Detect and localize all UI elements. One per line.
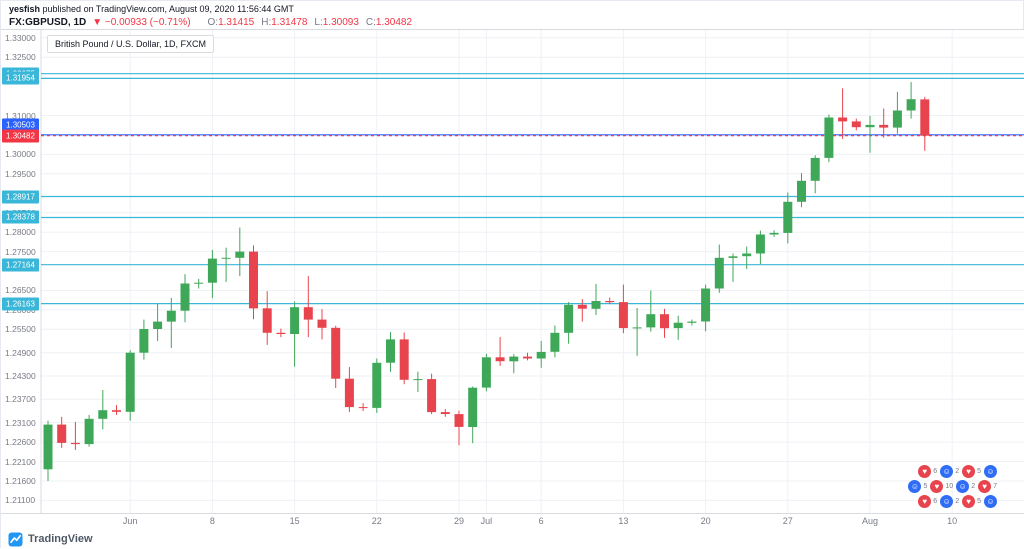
time-tick-label: 20 xyxy=(700,516,711,526)
price-level-label: 1.31954 xyxy=(2,71,39,85)
reaction-sticker-icon: ♥ xyxy=(978,480,992,493)
price-level-label: 1.28378 xyxy=(2,210,39,224)
price-tick-label: 1.23100 xyxy=(4,417,37,428)
chart-area[interactable]: British Pound / U.S. Dollar, 1D, FXCM 1.… xyxy=(1,29,1024,514)
reaction-sticker-icon: ☺ xyxy=(956,480,970,493)
reaction-sticker-icon: ♥ xyxy=(918,495,932,508)
time-tick-label: 8 xyxy=(209,516,215,526)
publish-info: yesfish published on TradingView.com, Au… xyxy=(9,4,1015,15)
time-tick-label: 27 xyxy=(782,516,793,526)
price-tick-label: 1.23700 xyxy=(4,394,37,405)
sticker-count: 7 xyxy=(993,483,997,490)
time-tick-label: 13 xyxy=(618,516,629,526)
price-tick-label: 1.22600 xyxy=(4,437,37,448)
time-tick-label: 29 xyxy=(453,516,465,526)
chart-legend-title: British Pound / U.S. Dollar, 1D, FXCM xyxy=(55,39,207,49)
price-change: ▼ −0.00933 (−0.71%) xyxy=(92,17,191,28)
price-tick-label: 1.24300 xyxy=(4,370,37,381)
sticker-count: 6 xyxy=(933,498,938,505)
time-axis[interactable]: Jun 8 15 22 29 Jul 6 13 20 27 Aug 10 xyxy=(1,513,1024,530)
chart-canvas[interactable] xyxy=(1,30,1024,514)
tradingview-brand[interactable]: TradingView xyxy=(28,533,93,545)
ohlc-high-value: 1.31478 xyxy=(271,17,308,28)
sticker-count: 5 xyxy=(977,468,981,475)
price-tick-label: 1.27500 xyxy=(4,246,37,257)
price-axis[interactable]: 1.330001.325001.310001.300001.295001.285… xyxy=(1,30,41,514)
reaction-sticker-icon: ☺ xyxy=(984,495,997,508)
time-tick-label: 22 xyxy=(371,516,382,526)
reaction-sticker-icon: ☺ xyxy=(940,465,954,478)
footer: TradingView xyxy=(1,529,1024,549)
time-tick-label: Aug xyxy=(861,516,879,526)
reaction-sticker-icon: ♥ xyxy=(962,465,976,478)
time-tick-label: 10 xyxy=(947,516,958,526)
price-level-label: 1.30503 xyxy=(2,118,39,132)
grid xyxy=(40,30,1024,514)
sticker-count: 2 xyxy=(955,498,960,505)
sticker-count: 10 xyxy=(945,483,954,490)
publish-text: published on TradingView.com, August 09,… xyxy=(40,4,294,14)
price-tick-label: 1.26500 xyxy=(4,285,37,296)
time-tick-label: 15 xyxy=(289,516,300,526)
sticker-count: 6 xyxy=(933,468,938,475)
price-tick-label: 1.25500 xyxy=(4,324,37,335)
ohlc-high-label: H: xyxy=(261,17,272,28)
chart-legend[interactable]: British Pound / U.S. Dollar, 1D, FXCM xyxy=(47,35,215,53)
sticker-row: ♥ 6 ☺ 2 ♥ 5 ☺ xyxy=(918,495,997,508)
price-tick-label: 1.28000 xyxy=(4,227,37,238)
price-tick-label: 1.24900 xyxy=(4,347,37,358)
price-tick-label: 1.21100 xyxy=(4,495,37,506)
price-tick-label: 1.33000 xyxy=(4,32,37,43)
price-tick-label: 1.32500 xyxy=(4,52,37,63)
price-level-label: 1.28917 xyxy=(2,190,39,203)
time-tick-label: Jul xyxy=(480,516,493,526)
price-level-label: 1.26163 xyxy=(2,297,39,311)
ohlc-low-label: L: xyxy=(314,17,323,28)
sticker-count: 2 xyxy=(955,468,960,475)
price-level-label: 1.27164 xyxy=(2,258,39,272)
candles xyxy=(43,82,930,481)
reaction-sticker-icon: ☺ xyxy=(984,465,997,478)
sticker-cluster: ♥ 6 ☺ 2 ♥ 5 ☺ ☺ 5 ♥ 10 ☺ 2 ♥ 7 ♥ 6 ☺ 2 ♥ 5 ☺ xyxy=(908,465,997,508)
tradingview-logo-icon[interactable] xyxy=(8,532,23,547)
reaction-sticker-icon: ☺ xyxy=(940,495,954,508)
author-name[interactable]: yesfish xyxy=(9,4,41,14)
publish-header: yesfish published on TradingView.com, Au… xyxy=(1,1,1023,29)
price-tick-label: 1.22100 xyxy=(4,456,37,467)
sticker-row: ♥ 6 ☺ 2 ♥ 5 ☺ xyxy=(918,465,997,478)
reaction-sticker-icon: ♥ xyxy=(962,495,976,508)
price-tick-label: 1.29500 xyxy=(4,168,37,179)
sticker-row: ☺ 5 ♥ 10 ☺ 2 ♥ 7 xyxy=(908,480,997,493)
price-level-label: 1.30482 xyxy=(2,129,39,143)
time-tick-label: 6 xyxy=(538,516,544,526)
symbol-title[interactable]: FX:GBPUSD, 1D xyxy=(9,17,87,28)
reaction-sticker-icon: ♥ xyxy=(930,480,944,493)
ohlc-open-value: 1.31415 xyxy=(218,17,255,28)
price-tick-label: 1.21600 xyxy=(4,475,37,486)
sticker-count: 2 xyxy=(971,483,976,490)
symbol-info-bar: FX:GBPUSD, 1D ▼ −0.00933 (−0.71%) O:1.3141… xyxy=(9,16,1015,29)
reaction-sticker-icon: ♥ xyxy=(918,465,932,478)
time-tick-label: Jun xyxy=(122,516,138,526)
ohlc-low-value: 1.30093 xyxy=(322,17,359,28)
reaction-sticker-icon: ☺ xyxy=(908,480,922,493)
price-tick-label: 1.31000 xyxy=(4,110,37,121)
ohlc-close-label: C: xyxy=(365,17,376,28)
price-tick-label: 1.30000 xyxy=(4,149,37,160)
level-lines xyxy=(41,73,1024,305)
sticker-count: 5 xyxy=(923,483,928,490)
ohlc-open-label: O: xyxy=(207,17,219,28)
ohlc-close-value: 1.30482 xyxy=(375,17,413,28)
sticker-count: 5 xyxy=(977,498,981,505)
